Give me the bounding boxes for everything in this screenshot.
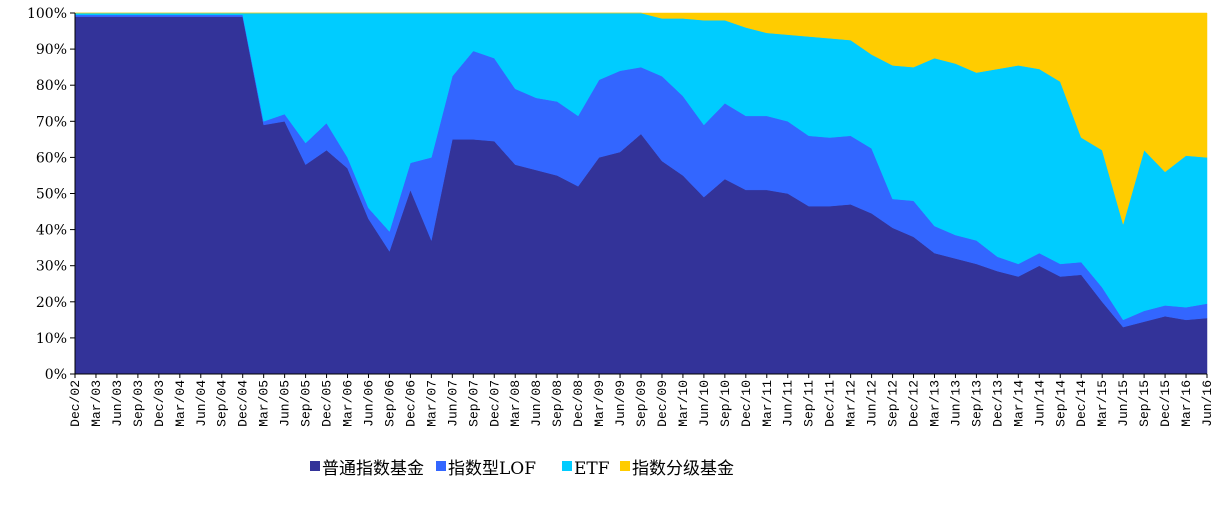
x-tick-label: Sep/15 [1137,380,1152,427]
x-tick-label: Mar/06 [341,380,356,427]
x-tick-label: Dec/07 [487,380,502,427]
x-tick-label: Mar/07 [424,380,439,427]
x-tick-label: Sep/08 [550,380,565,427]
x-tick-label: Sep/07 [466,380,481,427]
x-tick-label: Dec/04 [236,380,251,427]
x-tick-label: Jun/13 [948,380,963,427]
x-tick-label: Mar/08 [508,380,523,427]
x-tick-label: Dec/12 [907,380,922,427]
y-tick-label: 50% [36,187,67,203]
x-tick-label: Sep/14 [1053,380,1068,427]
x-tick-label: Mar/11 [760,380,775,427]
x-tick-label: Sep/10 [718,380,733,427]
y-tick-label: 60% [36,150,67,166]
x-tick-label: Mar/16 [1179,380,1194,427]
area [75,12,1208,226]
y-tick-label: 10% [36,331,67,347]
x-tick-label: Jun/04 [194,380,209,427]
y-tick-label: 100% [27,6,67,22]
x-tick-label: Dec/11 [823,380,838,427]
x-tick-label: Mar/14 [1011,380,1026,427]
legend-label: 指数分级基金 [632,459,734,479]
x-tick-label: Dec/15 [1158,380,1173,427]
legend-swatch [436,461,446,471]
x-tick-label: Sep/12 [886,380,901,427]
legend-label: 指数型LOF [448,459,536,479]
x-tick-label: Jun/09 [613,380,628,427]
y-tick-label: 70% [36,114,67,130]
y-tick-label: 40% [36,223,67,239]
x-tick-label: Sep/06 [382,380,397,427]
x-tick-label: Sep/11 [802,380,817,427]
x-tick-label: Dec/03 [152,380,167,427]
x-tick-label: Sep/09 [634,380,649,427]
legend-swatch [562,461,572,471]
x-tick-label: Dec/02 [68,380,83,427]
x-tick-label: Mar/09 [592,380,607,427]
x-tick-label: Sep/03 [131,380,146,427]
legend-label: 普通指数基金 [322,459,424,479]
x-tick-label: Dec/10 [739,380,754,427]
x-tick-label: Dec/14 [1074,380,1089,427]
x-tick-label: Sep/04 [215,380,230,427]
y-tick-label: 20% [36,295,67,311]
x-tick-label: Jun/15 [1116,380,1131,427]
y-tick-label: 80% [36,78,67,94]
x-tick-label: Dec/06 [403,380,418,427]
y-tick-label: 30% [36,259,67,275]
x-tick-label: Sep/13 [969,380,984,427]
y-tick-label: 90% [36,42,67,58]
y-tick-label: 0% [45,367,67,383]
x-tick-label: Mar/04 [173,380,188,427]
x-tick-label: Mar/05 [257,380,272,427]
x-tick-label: Jun/07 [445,380,460,427]
x-tick-label: Dec/09 [655,380,670,427]
x-tick-label: Dec/13 [990,380,1005,427]
x-tick-label: Jun/06 [361,380,376,427]
x-tick-label: Jun/11 [781,380,796,427]
x-tick-label: Jun/05 [278,380,293,427]
x-tick-label: Jun/03 [110,380,125,427]
x-tick-label: Dec/05 [320,380,335,427]
x-tick-label: Jun/16 [1200,380,1215,427]
x-tick-label: Jun/10 [697,380,712,427]
x-tick-label: Mar/10 [676,380,691,427]
x-tick-label: Jun/08 [529,380,544,427]
legend-label: ETF [574,459,610,479]
x-tick-label: Mar/15 [1095,380,1110,427]
x-tick-label: Mar/13 [927,380,942,427]
x-tick-label: Jun/12 [865,380,880,427]
x-tick-label: Jun/14 [1032,380,1047,427]
legend-swatch [620,461,630,471]
x-tick-label: Mar/12 [844,380,859,427]
legend-swatch [310,461,320,471]
x-tick-label: Mar/03 [89,380,104,427]
x-tick-label: Sep/05 [299,380,314,427]
x-tick-label: Dec/08 [571,380,586,427]
